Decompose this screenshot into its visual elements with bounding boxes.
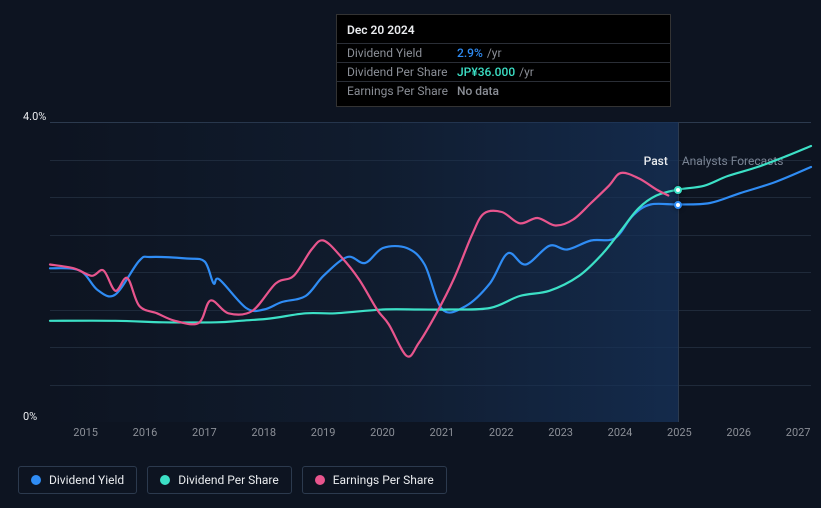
tooltip-row-unit: /yr [519,65,534,79]
dividend-chart: 4.0% 0% PastAnalysts Forecasts 201520162… [15,100,811,448]
x-tick: 2026 [726,426,751,439]
legend-swatch-icon [31,475,41,485]
tooltip-row-value: No data [457,84,499,98]
tooltip-row-value: 2.9% [457,46,483,60]
tooltip-row-label: Earnings Per Share [347,84,457,98]
tooltip-row-label: Dividend Per Share [347,65,457,79]
x-tick: 2016 [133,426,158,439]
x-tick: 2018 [251,426,276,439]
x-tick: 2023 [548,426,573,439]
series-marker [674,201,682,209]
legend-item[interactable]: Dividend Per Share [147,466,292,494]
x-tick: 2015 [73,426,98,439]
tooltip-row: Earnings Per ShareNo data [337,81,670,100]
legend-swatch-icon [160,475,170,485]
chart-tooltip: Dec 20 2024 Dividend Yield2.9%/yrDividen… [336,14,671,107]
tooltip-row-value: JP¥36.000 [457,65,515,79]
y-axis-min: 0% [23,410,37,423]
tooltip-row-unit: /yr [487,46,502,60]
legend-item[interactable]: Earnings Per Share [302,466,447,494]
series-line [50,173,668,357]
x-axis: 2015 2016 2017 2018 2019 2020 2021 2022 2023 2024… [50,426,811,442]
x-tick: 2021 [430,426,455,439]
tooltip-row: Dividend Yield2.9% /yr [337,43,670,62]
series-line [50,167,811,313]
series-marker [674,186,682,194]
tooltip-row: Dividend Per ShareJP¥36.000/yr [337,62,670,81]
legend-label: Dividend Per Share [178,473,279,487]
chart-legend: Dividend Yield Dividend Per Share Earnings… [18,466,447,494]
legend-item[interactable]: Dividend Yield [18,466,137,494]
x-tick: 2025 [667,426,692,439]
chart-lines [50,122,811,422]
x-tick: 2024 [608,426,633,439]
x-tick: 2017 [192,426,217,439]
tooltip-row-label: Dividend Yield [347,46,457,60]
y-axis-max: 4.0% [23,110,46,123]
x-tick: 2027 [786,426,811,439]
plot-area[interactable]: PastAnalysts Forecasts [50,122,811,422]
legend-swatch-icon [315,475,325,485]
series-line [50,146,811,322]
legend-label: Earnings Per Share [333,473,434,487]
x-tick: 2020 [370,426,395,439]
x-tick: 2019 [311,426,336,439]
legend-label: Dividend Yield [49,473,124,487]
x-tick: 2022 [489,426,514,439]
tooltip-date: Dec 20 2024 [337,21,670,43]
